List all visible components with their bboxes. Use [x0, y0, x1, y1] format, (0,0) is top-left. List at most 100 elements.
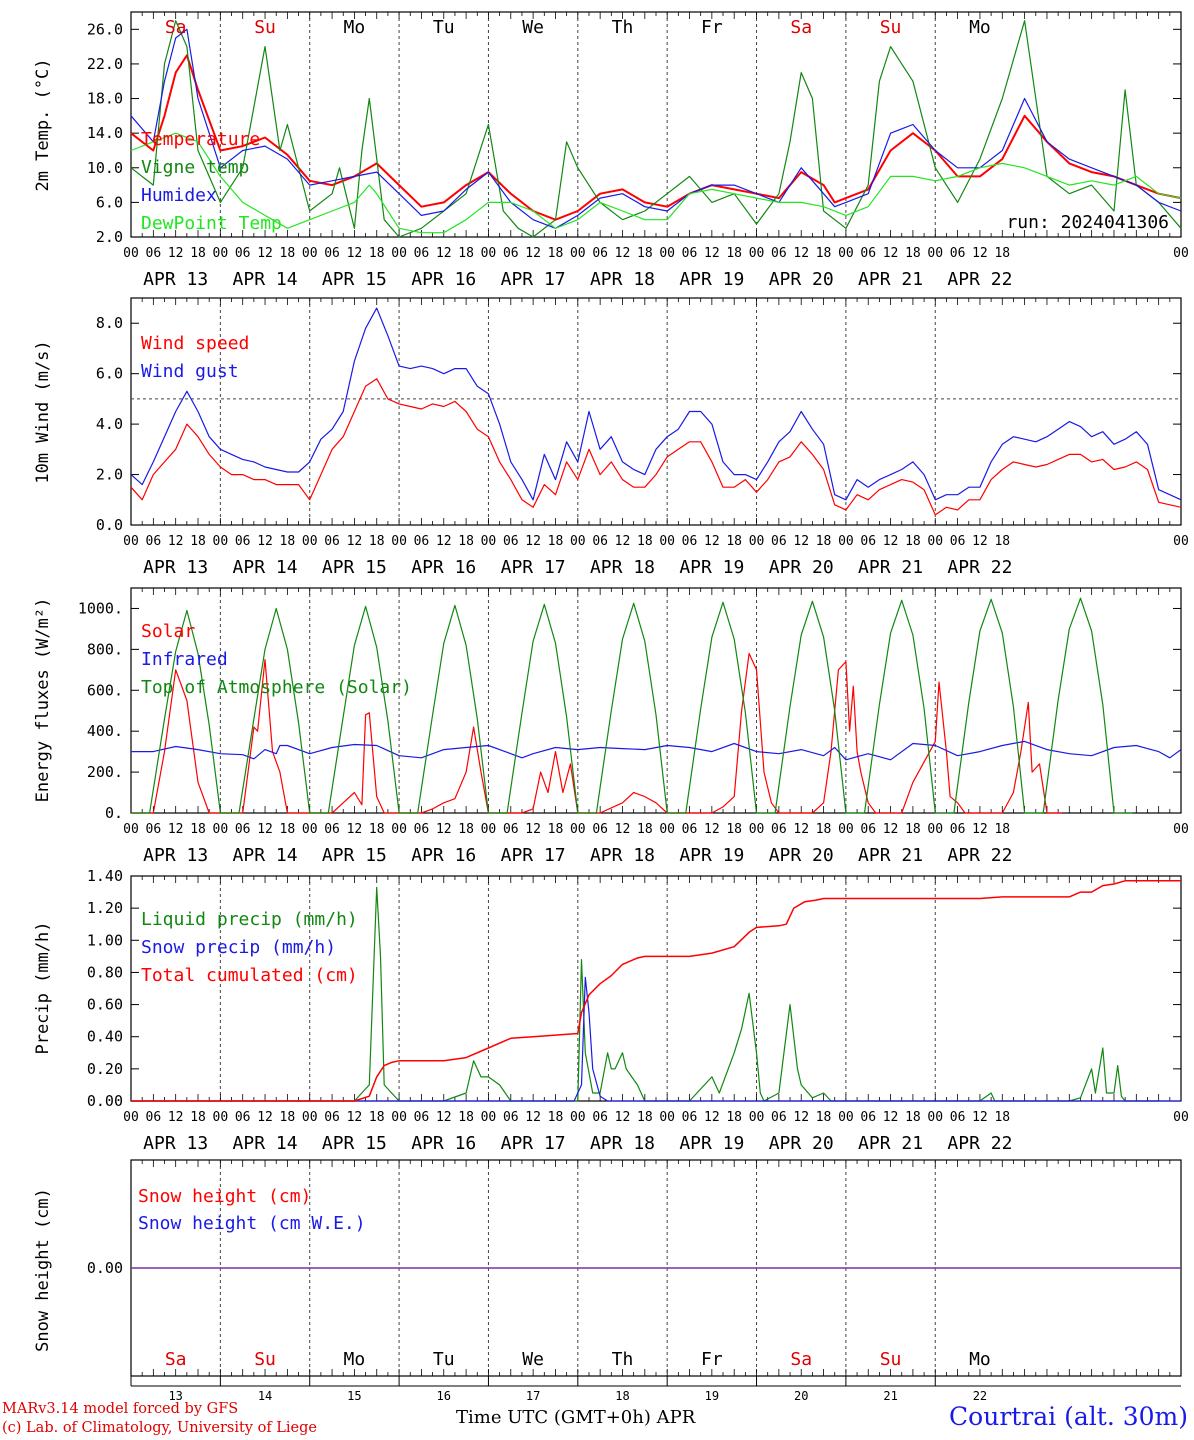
x-hour-label: 06 — [503, 534, 519, 549]
x-hour-label: 00 — [123, 246, 139, 261]
day-number-label: 21 — [883, 1389, 897, 1403]
y-tick-label: 4.0 — [96, 415, 123, 433]
x-hour-label: 06 — [682, 822, 698, 837]
weekday-label-top: Mo — [969, 17, 991, 38]
x-hour-label: 00 — [1173, 1110, 1189, 1125]
x-hour-label: 18 — [994, 822, 1010, 837]
x-date-label: APR 20 — [769, 1133, 834, 1154]
x-hour-label: 06 — [771, 246, 787, 261]
x-hour-label: 06 — [414, 822, 430, 837]
weekday-label-top: Th — [612, 17, 634, 38]
x-hour-label: 18 — [548, 1110, 564, 1125]
x-hour-label: 18 — [190, 822, 206, 837]
x-date-label: APR 17 — [501, 557, 566, 578]
day-number-label: 15 — [347, 1389, 361, 1403]
x-hour-label: 06 — [682, 1110, 698, 1125]
x-hour-label: 18 — [548, 534, 564, 549]
x-hour-label: 18 — [994, 1110, 1010, 1125]
legend-entry: Solar — [141, 621, 195, 642]
day-number-label: 16 — [437, 1389, 451, 1403]
x-hour-label: 12 — [883, 822, 899, 837]
x-hour-label: 18 — [905, 1110, 921, 1125]
legend-entry: Wind gust — [141, 361, 239, 382]
x-hour-label: 12 — [168, 822, 184, 837]
x-date-label: APR 14 — [233, 269, 298, 290]
x-hour-label: 18 — [726, 534, 742, 549]
x-hour-label: 06 — [950, 822, 966, 837]
legend-entry: Total cumulated (cm) — [141, 965, 358, 986]
x-hour-label: 06 — [771, 822, 787, 837]
x-hour-label: 06 — [503, 246, 519, 261]
x-hour-label: 18 — [369, 822, 385, 837]
x-hour-label: 12 — [615, 246, 631, 261]
y-tick-label: 0.00 — [87, 1092, 123, 1110]
x-hour-label: 06 — [414, 1110, 430, 1125]
x-hour-label: 12 — [793, 246, 809, 261]
x-hour-label: 12 — [972, 822, 988, 837]
x-date-label: APR 19 — [679, 557, 744, 578]
y-tick-label: 22.0 — [87, 55, 123, 73]
x-hour-label: 18 — [905, 246, 921, 261]
legend-entry: Snow precip (mm/h) — [141, 937, 336, 958]
x-hour-label: 12 — [436, 534, 452, 549]
x-hour-label: 12 — [347, 246, 363, 261]
x-hour-label: 06 — [503, 822, 519, 837]
y-axis-title: Energy fluxes (W/m²) — [33, 598, 53, 803]
weekday-label-bottom: We — [522, 1349, 544, 1370]
x-hour-label: 12 — [525, 822, 541, 837]
legend-entry: DewPoint Temp — [141, 213, 282, 234]
x-hour-label: 00 — [302, 822, 318, 837]
x-hour-label: 12 — [972, 534, 988, 549]
x-hour-label: 06 — [592, 246, 608, 261]
x-hour-label: 06 — [592, 534, 608, 549]
weekday-label-top: Tu — [433, 17, 455, 38]
x-date-label: APR 14 — [233, 845, 298, 866]
weekday-label-bottom: Mo — [344, 1349, 366, 1370]
x-hour-label: 00 — [838, 534, 854, 549]
y-tick-label: 8.0 — [96, 314, 123, 332]
x-hour-label: 12 — [347, 534, 363, 549]
x-hour-label: 12 — [257, 1110, 273, 1125]
x-hour-label: 18 — [458, 822, 474, 837]
x-hour-label: 00 — [123, 1110, 139, 1125]
weekday-label-bottom: Mo — [969, 1349, 991, 1370]
x-hour-label: 00 — [302, 534, 318, 549]
x-hour-label: 12 — [615, 534, 631, 549]
x-hour-label: 18 — [726, 1110, 742, 1125]
x-hour-label: 00 — [213, 822, 229, 837]
x-hour-label: 00 — [391, 1110, 407, 1125]
x-date-label: APR 18 — [590, 845, 655, 866]
x-date-label: APR 14 — [233, 557, 298, 578]
x-hour-label: 00 — [1173, 246, 1189, 261]
x-date-label: APR 15 — [322, 845, 387, 866]
x-hour-label: 06 — [146, 246, 162, 261]
series-line-snow-precip-mm-h- — [131, 976, 1181, 1102]
x-hour-label: 12 — [883, 534, 899, 549]
x-hour-label: 00 — [481, 1110, 497, 1125]
y-tick-label: 1.40 — [87, 867, 123, 885]
x-hour-label: 12 — [793, 534, 809, 549]
x-hour-label: 06 — [950, 246, 966, 261]
x-hour-label: 00 — [302, 246, 318, 261]
x-hour-label: 12 — [883, 1110, 899, 1125]
x-hour-label: 12 — [704, 246, 720, 261]
day-number-label: 19 — [705, 1389, 719, 1403]
series-line-wind-speed — [130, 378, 1182, 516]
y-tick-label: 200. — [87, 763, 123, 781]
x-hour-label: 06 — [950, 1110, 966, 1125]
x-hour-label: 06 — [950, 534, 966, 549]
x-date-label: APR 13 — [143, 557, 208, 578]
x-hour-label: 12 — [257, 822, 273, 837]
y-tick-label: 26.0 — [87, 20, 123, 38]
x-hour-label: 00 — [570, 246, 586, 261]
x-date-label: APR 22 — [947, 557, 1012, 578]
x-date-label: APR 18 — [590, 269, 655, 290]
weekday-label-bottom: Sa — [165, 1349, 187, 1370]
y-axis-title: Precip (mm/h) — [33, 921, 53, 1054]
x-date-label: APR 15 — [322, 557, 387, 578]
x-hour-label: 00 — [481, 246, 497, 261]
day-number-label: 13 — [168, 1389, 182, 1403]
x-hour-label: 12 — [436, 1110, 452, 1125]
x-hour-label: 12 — [704, 534, 720, 549]
